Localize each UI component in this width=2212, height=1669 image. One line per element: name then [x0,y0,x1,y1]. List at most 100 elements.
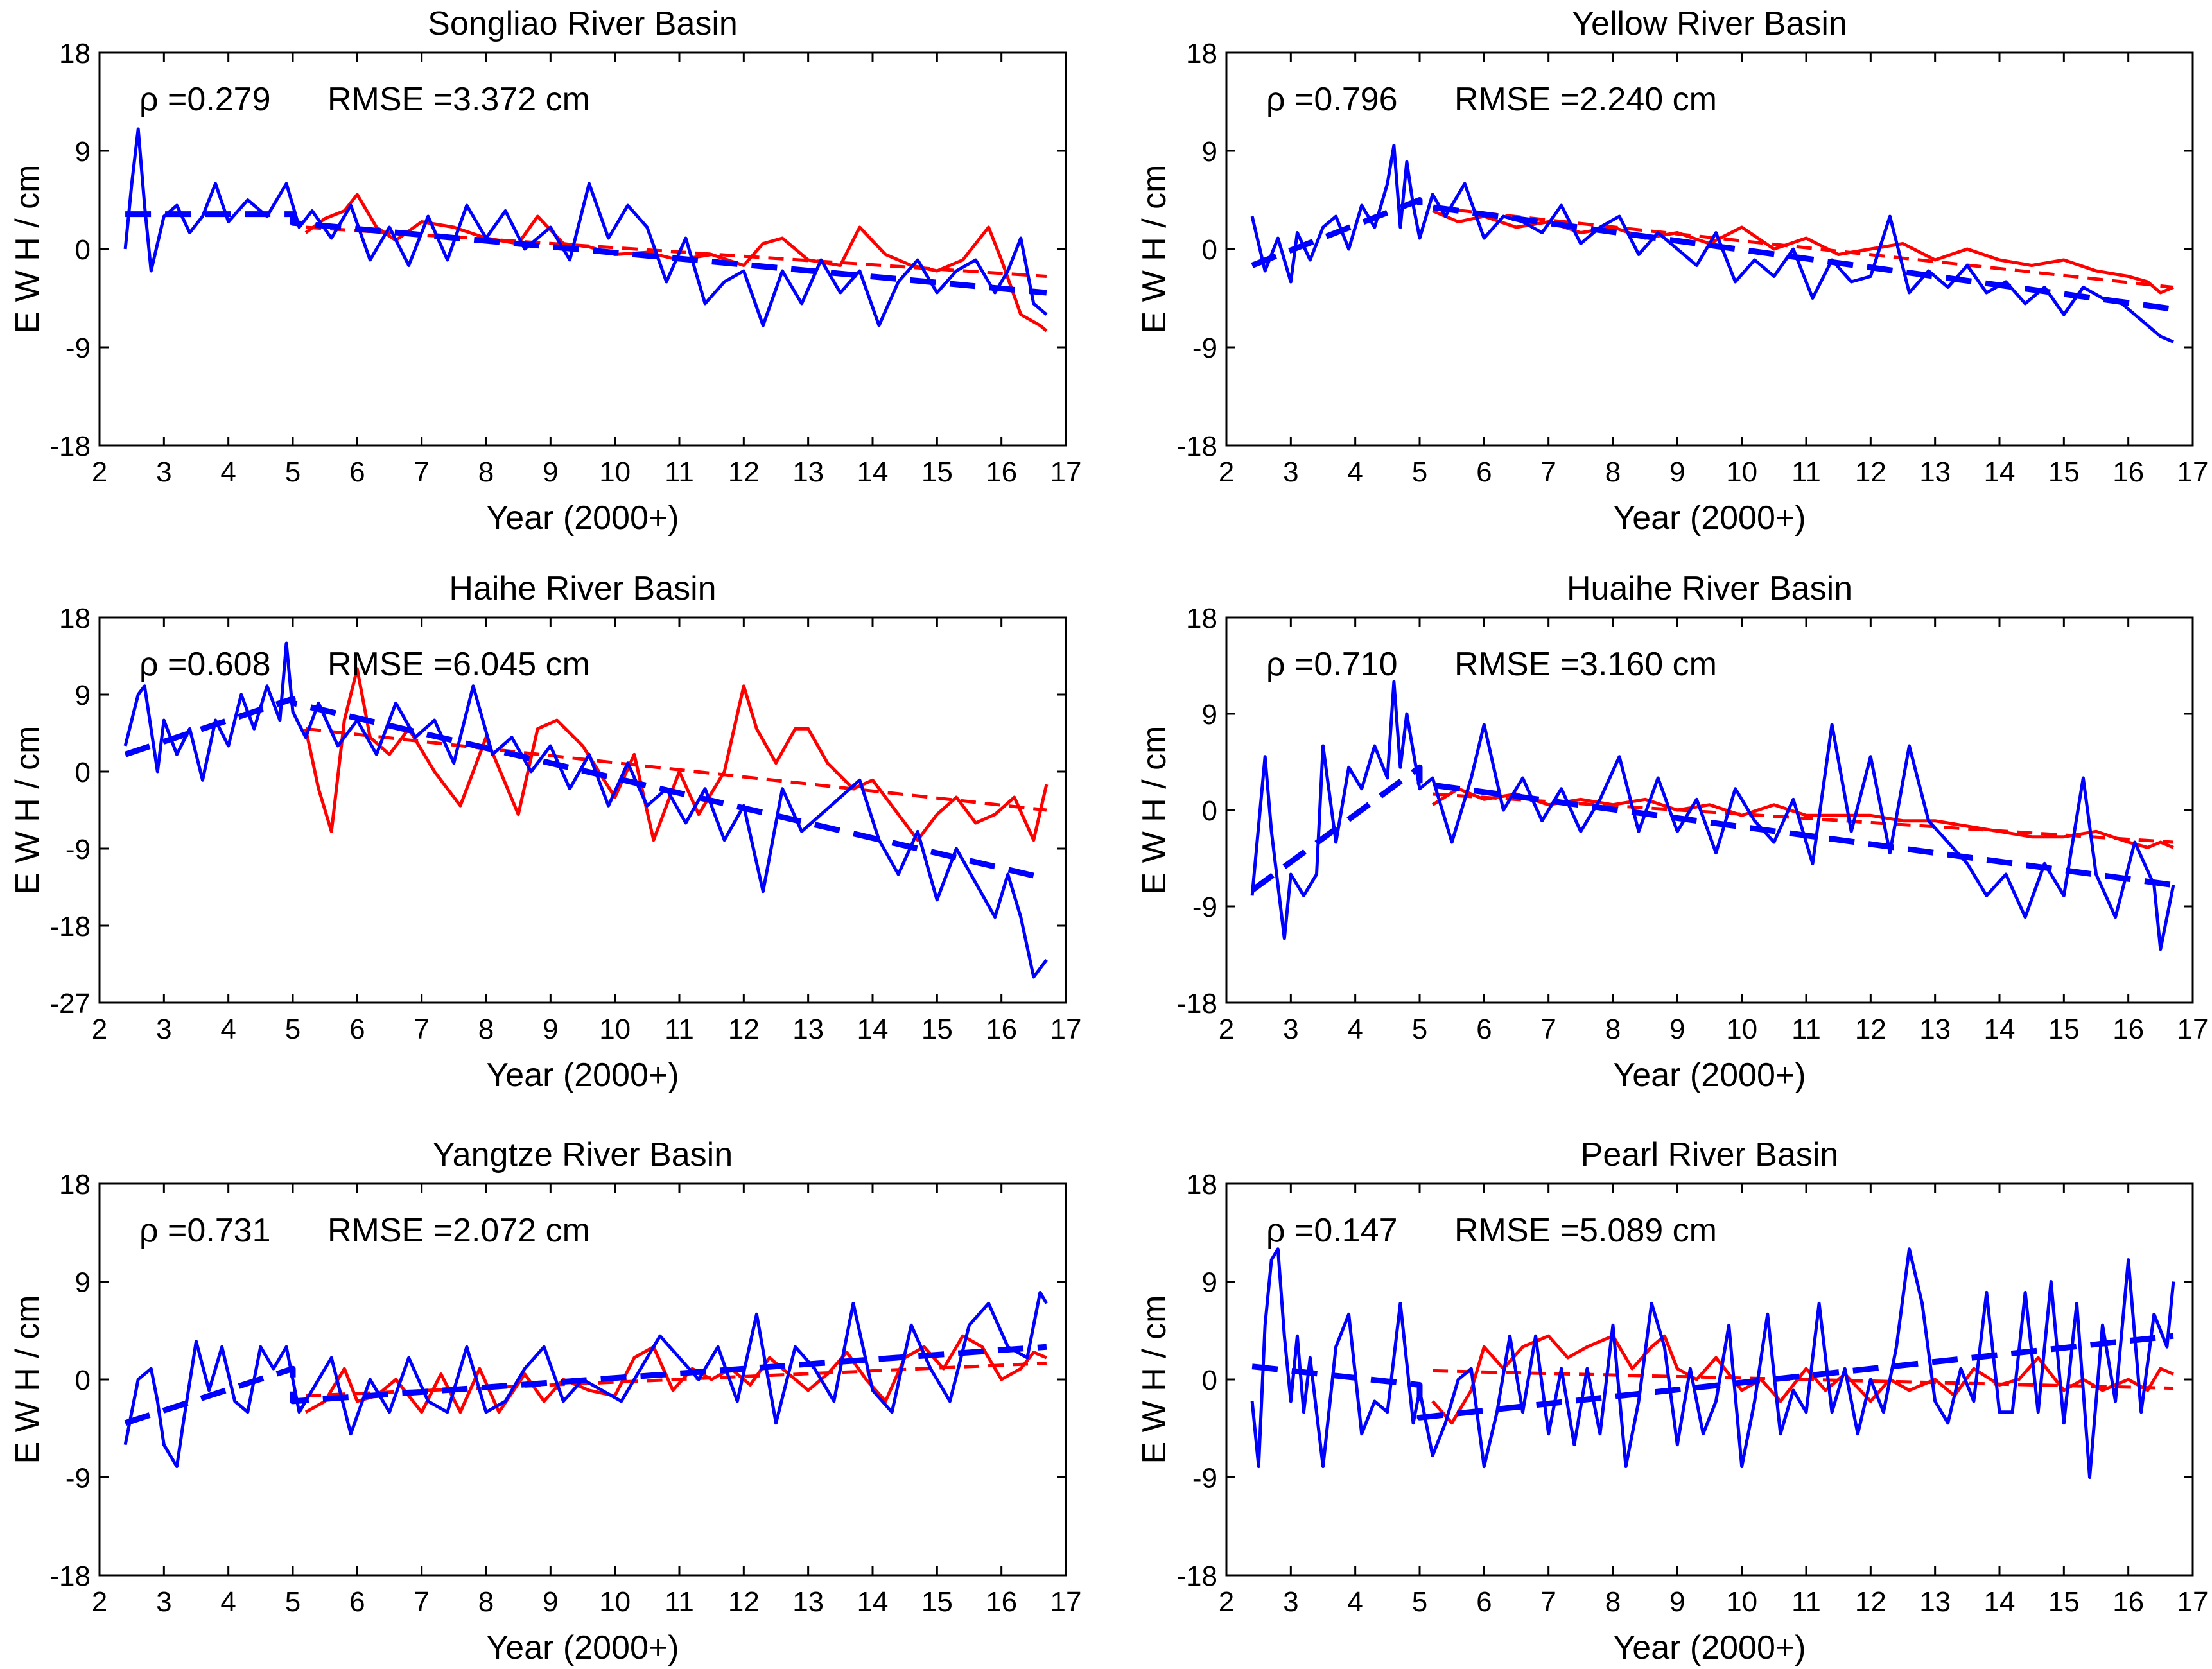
x-tick-label: 7 [414,1586,429,1618]
panel-title: Pearl River Basin [1581,1136,1839,1173]
x-tick-label: 15 [921,1014,953,1045]
x-tick-label: 7 [1540,1586,1556,1618]
x-axis-label: Year (2000+) [486,1629,679,1666]
rho-annotation: ρ =0.796 [1266,81,1398,118]
x-tick-label: 5 [1412,1014,1427,1045]
y-tick-label: -18 [1176,988,1217,1019]
x-tick-label: 9 [1669,1586,1685,1618]
series-line-blue [123,641,1048,979]
y-tick-label: -18 [1176,431,1217,462]
x-tick-label: 2 [92,1586,107,1618]
x-tick-label: 14 [857,1586,889,1618]
x-tick-label: 9 [543,456,558,488]
x-tick-label: 9 [1669,456,1685,488]
x-tick-label: 16 [2112,1014,2144,1045]
x-tick-label: 6 [349,456,365,488]
plot-frame [98,616,1067,1004]
x-tick-label: 13 [792,1586,824,1618]
x-tick-label: 10 [1726,1014,1757,1045]
series-line-blue [1250,680,2175,951]
y-tick-label: 0 [75,757,91,788]
panel-3: Haihe River Basin 2 3 4 5 6 7 8 9 10 11 12 13 14 15 16 1… [9,570,1081,1094]
panel-title: Haihe River Basin [449,570,716,607]
series-group [123,127,1048,333]
x-tick-label: 12 [1855,456,1886,488]
y-tick-label: -27 [49,988,91,1019]
y-tick-label: -18 [49,431,91,462]
x-tick-label: 14 [1984,456,2016,488]
x-tick-label: 8 [478,1586,494,1618]
x-tick-label: 6 [349,1586,365,1618]
x-tick-label: 13 [1919,456,1951,488]
series-line-blue-trend [1251,1333,2174,1421]
y-tick-label: -9 [65,1463,91,1494]
series-group [1250,1247,2175,1479]
panel-1: Songliao River Basin 2 3 4 5 6 7 8 9 10 11 12 13 14 15… [9,5,1081,537]
y-axis-label: E W H / cm [1136,1295,1173,1464]
y-tick-label: 18 [1186,603,1217,634]
x-tick-label: 9 [543,1014,558,1045]
x-tick-label: 3 [1283,1586,1298,1618]
x-tick-label: 17 [2177,456,2209,488]
x-tick-label: 16 [986,1586,1017,1618]
rho-annotation: ρ =0.279 [139,81,271,118]
x-tick-label: 13 [792,456,824,488]
x-tick-label: 13 [792,1014,824,1045]
y-tick-label: -9 [1192,892,1217,923]
y-tick-label: 0 [75,234,91,266]
x-tick-label: 15 [2048,1586,2080,1618]
x-tick-label: 8 [1605,456,1621,488]
series-line-red [304,667,1049,842]
panel-4: Huaihe River Basin 2 3 4 5 6 7 8 9 10 11 12 13 14 15 16… [1136,570,2208,1094]
panel-6: Pearl River Basin 2 3 4 5 6 7 8 9 10 11 12 13 14 15 16 1… [1136,1136,2208,1666]
x-tick-label: 6 [1476,1586,1492,1618]
x-tick-label: 10 [599,456,631,488]
x-tick-label: 16 [986,456,1017,488]
x-tick-label: 7 [1540,1014,1556,1045]
x-tick-label: 2 [1219,1014,1234,1045]
series-line-red-trend [1432,205,2174,289]
y-tick-label: 18 [1186,1169,1217,1200]
x-axis-label: Year (2000+) [486,499,679,537]
x-tick-label: 15 [921,456,953,488]
series-group [1250,144,2174,343]
y-tick-label: 0 [1202,1365,1217,1396]
x-tick-label: 2 [92,1014,107,1045]
x-axis-label: Year (2000+) [486,1057,679,1094]
x-tick-label: 12 [1855,1586,1886,1618]
x-tick-label: 11 [665,1586,694,1618]
rmse-annotation: RMSE =5.089 cm [1454,1212,1717,1249]
x-tick-label: 5 [1412,1586,1427,1618]
x-tick-label: 10 [599,1586,631,1618]
x-tick-label: 9 [1669,1014,1685,1045]
x-tick-label: 5 [285,1014,300,1045]
y-tick-label: 9 [1202,699,1217,731]
rmse-annotation: RMSE =2.072 cm [327,1212,590,1249]
x-tick-label: 12 [728,1586,760,1618]
x-tick-label: 13 [1919,1014,1951,1045]
y-tick-label: 18 [59,38,91,69]
series-line-blue-trend [124,1344,1047,1426]
x-tick-label: 15 [921,1586,953,1618]
rho-annotation: ρ =0.731 [139,1212,271,1249]
x-tick-label: 2 [1219,1586,1234,1618]
y-tick-label: 0 [1202,795,1217,827]
x-tick-label: 12 [728,456,760,488]
series-line-blue-trend [1250,764,2174,893]
y-axis-label: E W H / cm [1136,165,1173,334]
y-axis-label: E W H / cm [9,165,46,334]
series-group [123,1290,1049,1469]
x-tick-label: 8 [478,1014,494,1045]
x-tick-label: 14 [1984,1586,2016,1618]
x-tick-label: 9 [543,1586,558,1618]
x-tick-label: 8 [478,456,494,488]
y-axis-label: E W H / cm [1136,726,1173,895]
y-tick-label: 0 [1202,234,1217,266]
x-tick-label: 14 [857,456,889,488]
series-line-red-trend [305,727,1047,812]
series-line-blue [123,1290,1049,1469]
x-tick-label: 8 [1605,1014,1621,1045]
y-tick-label: 9 [1202,1267,1217,1299]
y-tick-label: 18 [1186,38,1217,69]
x-tick-label: 16 [986,1014,1017,1045]
